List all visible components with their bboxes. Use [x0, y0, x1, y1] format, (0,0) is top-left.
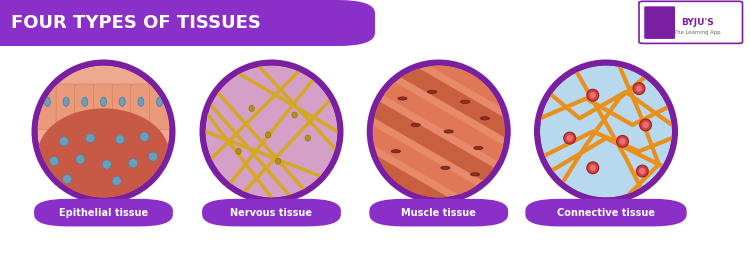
Ellipse shape: [116, 135, 124, 144]
Ellipse shape: [642, 122, 649, 128]
Ellipse shape: [200, 59, 344, 204]
Circle shape: [441, 166, 450, 169]
Circle shape: [398, 97, 407, 100]
Text: Epithelial tissue: Epithelial tissue: [59, 208, 148, 218]
Ellipse shape: [76, 155, 85, 164]
Polygon shape: [335, 221, 487, 263]
Ellipse shape: [249, 105, 254, 111]
Polygon shape: [396, 0, 548, 17]
Ellipse shape: [138, 97, 144, 107]
Ellipse shape: [157, 97, 163, 107]
Circle shape: [470, 173, 480, 176]
Ellipse shape: [540, 65, 672, 198]
Ellipse shape: [636, 165, 648, 177]
Ellipse shape: [38, 108, 170, 201]
Ellipse shape: [275, 158, 280, 164]
Polygon shape: [345, 171, 496, 263]
Ellipse shape: [590, 92, 596, 99]
FancyBboxPatch shape: [75, 84, 94, 129]
FancyBboxPatch shape: [149, 84, 170, 129]
Ellipse shape: [640, 119, 652, 131]
FancyBboxPatch shape: [112, 84, 132, 129]
Ellipse shape: [566, 135, 573, 141]
Polygon shape: [330, 246, 482, 263]
FancyBboxPatch shape: [202, 199, 340, 226]
Ellipse shape: [128, 159, 138, 168]
Ellipse shape: [86, 134, 95, 143]
Ellipse shape: [590, 164, 596, 171]
Text: FOUR TYPES OF TISSUES: FOUR TYPES OF TISSUES: [11, 14, 261, 32]
FancyBboxPatch shape: [525, 199, 687, 226]
Ellipse shape: [44, 97, 50, 107]
Polygon shape: [356, 120, 507, 218]
Ellipse shape: [102, 160, 112, 169]
Polygon shape: [361, 95, 512, 193]
Text: BYJU'S: BYJU'S: [681, 18, 714, 27]
Ellipse shape: [112, 176, 122, 186]
Polygon shape: [376, 20, 527, 117]
FancyBboxPatch shape: [0, 0, 375, 46]
Ellipse shape: [140, 132, 149, 141]
Circle shape: [427, 90, 436, 94]
Circle shape: [444, 130, 453, 133]
Ellipse shape: [62, 174, 72, 184]
FancyBboxPatch shape: [639, 1, 742, 43]
Ellipse shape: [236, 148, 242, 154]
Polygon shape: [340, 196, 491, 263]
Polygon shape: [391, 0, 542, 42]
Circle shape: [460, 100, 470, 103]
Circle shape: [474, 146, 483, 150]
FancyBboxPatch shape: [56, 84, 76, 129]
Ellipse shape: [82, 97, 88, 107]
FancyBboxPatch shape: [131, 84, 151, 129]
Ellipse shape: [564, 132, 576, 144]
Ellipse shape: [38, 65, 170, 198]
Ellipse shape: [639, 168, 646, 174]
Ellipse shape: [616, 135, 628, 147]
Ellipse shape: [586, 162, 598, 174]
Ellipse shape: [63, 97, 69, 107]
Polygon shape: [370, 45, 522, 143]
Ellipse shape: [620, 138, 626, 145]
Ellipse shape: [534, 59, 678, 204]
Text: Nervous tissue: Nervous tissue: [230, 208, 313, 218]
FancyBboxPatch shape: [0, 0, 188, 46]
FancyBboxPatch shape: [644, 6, 675, 39]
Text: The Learning App: The Learning App: [674, 30, 721, 36]
Ellipse shape: [367, 59, 511, 204]
Polygon shape: [381, 0, 532, 92]
Ellipse shape: [636, 85, 642, 92]
Polygon shape: [365, 70, 517, 168]
Ellipse shape: [148, 152, 158, 161]
Circle shape: [392, 150, 400, 153]
FancyBboxPatch shape: [38, 84, 58, 129]
Ellipse shape: [292, 112, 297, 118]
Ellipse shape: [100, 97, 106, 107]
Ellipse shape: [206, 65, 338, 198]
FancyBboxPatch shape: [34, 199, 172, 226]
Polygon shape: [350, 146, 502, 243]
Ellipse shape: [586, 89, 598, 101]
FancyBboxPatch shape: [94, 84, 113, 129]
Ellipse shape: [373, 65, 505, 198]
Circle shape: [480, 117, 490, 120]
Ellipse shape: [59, 137, 68, 146]
FancyBboxPatch shape: [369, 199, 508, 226]
Ellipse shape: [32, 59, 176, 204]
Ellipse shape: [305, 135, 310, 141]
Text: Connective tissue: Connective tissue: [557, 208, 655, 218]
Ellipse shape: [119, 97, 125, 107]
Ellipse shape: [50, 156, 58, 166]
Ellipse shape: [266, 132, 271, 138]
Ellipse shape: [633, 83, 645, 94]
Polygon shape: [386, 0, 537, 67]
Circle shape: [411, 123, 420, 127]
Text: Muscle tissue: Muscle tissue: [401, 208, 476, 218]
